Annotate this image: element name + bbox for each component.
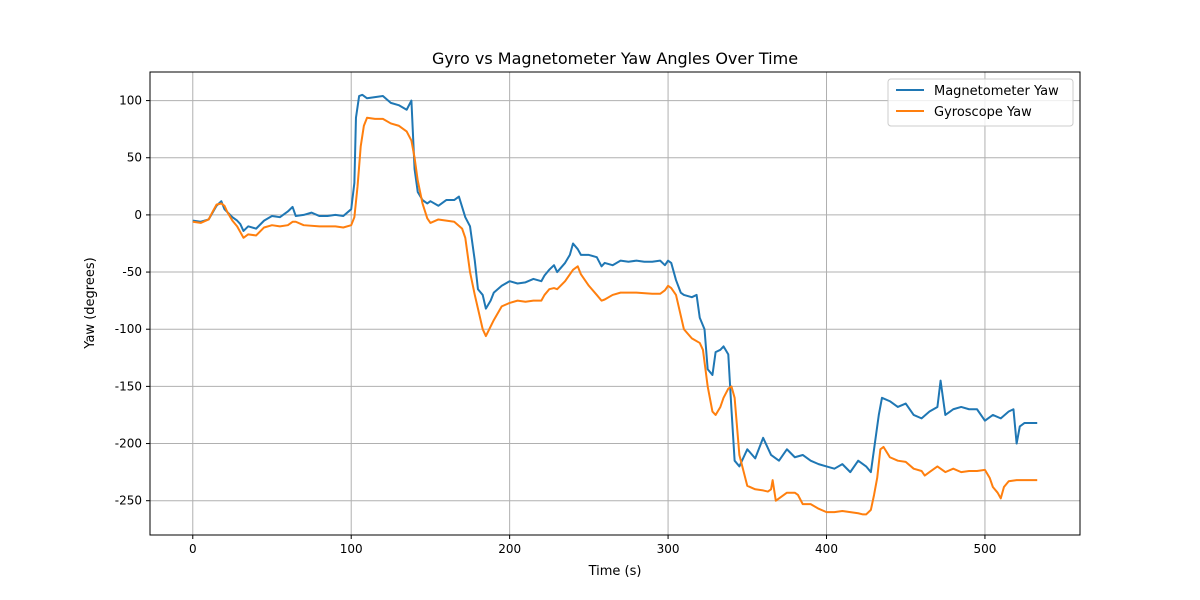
axes-ticks: 0 100 200 300 400 500100500-50-100-150-200-25… [115,94,997,556]
x-tick-label: 300 [657,542,680,556]
y-tick-label: -250 [115,494,142,508]
x-tick-label: 200 [498,542,521,556]
y-tick-label: 100 [119,94,142,108]
series-line-gyroscope [192,116,1038,516]
series-line-magnetometer [192,93,1038,474]
y-tick-label: 50 [127,151,142,165]
chart-title: Gyro vs Magnetometer Yaw Angles Over Tim… [432,49,798,68]
legend: Magnetometer Yaw Gyroscope Yaw [887,78,1074,127]
x-tick-label: 500 [973,542,996,556]
y-tick-label: -150 [115,379,142,393]
y-tick-label: 0 [134,208,142,222]
x-tick-label: 0 [189,542,197,556]
plot-frame [149,71,1081,536]
legend-label-gyroscope: Gyroscope Yaw [934,105,1032,120]
x-tick-label: 400 [815,542,838,556]
legend-box [887,78,1074,127]
y-tick-label: -200 [115,437,142,451]
y-tick-label: -50 [122,265,142,279]
x-tick-label: 100 [340,542,363,556]
series-layer [192,93,1038,516]
x-axis-label: Time (s) [588,564,642,579]
legend-label-magnetometer: Magnetometer Yaw [934,84,1059,99]
y-tick-label: -100 [115,322,142,336]
y-axis-label: Yaw (degrees) [83,257,98,349]
